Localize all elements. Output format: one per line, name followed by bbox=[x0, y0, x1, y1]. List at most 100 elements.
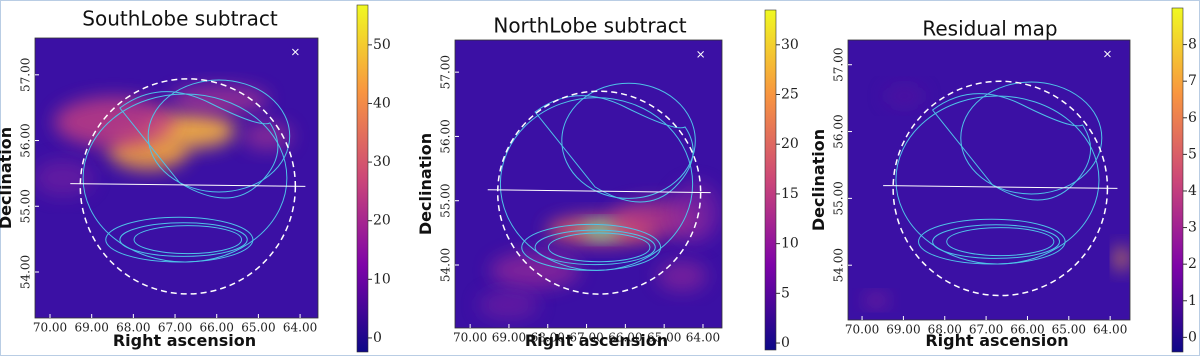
contour bbox=[960, 81, 1103, 195]
contour bbox=[534, 95, 694, 203]
x-tick-label: 69.00 bbox=[886, 323, 920, 337]
x-tick-label: 67.00 bbox=[569, 331, 603, 345]
emission-blob bbox=[1115, 246, 1128, 271]
plot-border bbox=[847, 39, 1131, 321]
x-tick-label: 66.00 bbox=[608, 331, 642, 345]
marker-cross bbox=[292, 48, 299, 56]
y-axis-label: Declination bbox=[0, 127, 15, 229]
colorbar-tick-label: 30 bbox=[781, 37, 799, 53]
x-tick-label: 65.00 bbox=[647, 331, 681, 345]
plot-border bbox=[34, 37, 319, 319]
emission-blob bbox=[35, 160, 94, 196]
colorbar-tick-label: 1 bbox=[1188, 293, 1197, 309]
y-tick-label: 57.00 bbox=[19, 58, 33, 92]
x-axis-label: Right ascension bbox=[113, 331, 256, 350]
emission-blob bbox=[884, 86, 925, 106]
marker-cross bbox=[1104, 50, 1111, 58]
x-tick-label: 70.00 bbox=[453, 331, 487, 345]
colorbar-tick-label: 4 bbox=[1188, 183, 1197, 199]
emission-blob bbox=[656, 261, 707, 292]
contour bbox=[931, 93, 1092, 201]
colorbar bbox=[764, 9, 777, 351]
sky-map bbox=[455, 40, 722, 328]
emission-blob bbox=[54, 97, 175, 147]
y-tick-label: 55.00 bbox=[832, 181, 846, 215]
colorbar-tick-label: 30 bbox=[373, 154, 391, 170]
x-axis-label: Right ascension bbox=[525, 331, 668, 350]
colorbar-tick-label: 2 bbox=[1188, 256, 1197, 272]
contour bbox=[119, 222, 248, 257]
x-tick-label: 68.00 bbox=[531, 331, 565, 345]
x-axis-label: Right ascension bbox=[925, 331, 1068, 350]
colorbar-tick-label: 7 bbox=[1188, 73, 1197, 89]
colorbar bbox=[1171, 7, 1184, 353]
colorbar-tick-label: 0 bbox=[373, 330, 382, 346]
y-axis-label: Declination bbox=[809, 129, 828, 231]
contour bbox=[147, 79, 291, 193]
x-tick-label: 70.00 bbox=[845, 323, 879, 337]
emission-blob bbox=[864, 294, 889, 307]
colorbar-tick-label: 10 bbox=[373, 271, 391, 287]
y-tick-label: 54.00 bbox=[439, 248, 453, 282]
x-tick-label: 65.00 bbox=[241, 321, 275, 335]
colorbar-tick-label: 25 bbox=[781, 87, 799, 103]
colorbar-tick-label: 40 bbox=[373, 95, 391, 111]
x-tick-label: 69.00 bbox=[492, 331, 526, 345]
colorbar-tick-label: 3 bbox=[1188, 220, 1197, 236]
y-tick-label: 57.00 bbox=[832, 48, 846, 82]
x-tick-label: 64.00 bbox=[1093, 323, 1127, 337]
sky-map bbox=[848, 40, 1130, 320]
x-tick-label: 67.00 bbox=[158, 321, 192, 335]
divider-line bbox=[487, 189, 711, 194]
colorbar-tick-label: 10 bbox=[781, 236, 799, 252]
y-axis-label: Declination bbox=[416, 133, 435, 235]
colorbar-tick-label: 6 bbox=[1188, 110, 1197, 126]
contour bbox=[547, 232, 651, 263]
divider-line bbox=[70, 183, 306, 187]
y-tick-label: 57.00 bbox=[439, 55, 453, 89]
x-tick-label: 64.00 bbox=[686, 331, 720, 345]
plot-border bbox=[454, 39, 723, 329]
y-tick-label: 54.00 bbox=[19, 255, 33, 289]
chart-title: SouthLobe subtract bbox=[82, 7, 278, 31]
y-tick-label: 55.00 bbox=[439, 184, 453, 218]
x-tick-label: 67.00 bbox=[969, 323, 1003, 337]
colorbar-tick-label: 20 bbox=[373, 213, 391, 229]
y-tick-label: 55.00 bbox=[19, 189, 33, 223]
x-tick-label: 65.00 bbox=[1052, 323, 1086, 337]
y-tick-label: 56.00 bbox=[439, 119, 453, 153]
contour bbox=[119, 91, 279, 199]
emission-blob bbox=[670, 182, 721, 243]
chart-title: Residual map bbox=[922, 17, 1057, 41]
x-tick-label: 66.00 bbox=[1010, 323, 1044, 337]
chart-title: NorthLobe subtract bbox=[493, 14, 686, 38]
colorbar-tick-label: 0 bbox=[781, 335, 790, 351]
colorbar-tick-label: 8 bbox=[1188, 37, 1197, 53]
colorbar-tick-label: 5 bbox=[781, 285, 790, 301]
colorbar-tick-label: 15 bbox=[781, 186, 799, 202]
contour bbox=[946, 227, 1055, 257]
marker-cross bbox=[697, 51, 704, 58]
x-tick-label: 68.00 bbox=[116, 321, 150, 335]
emission-blob bbox=[478, 290, 539, 319]
emission-blob bbox=[242, 122, 293, 150]
colorbar-tick-label: 50 bbox=[373, 37, 391, 53]
divider-line bbox=[883, 185, 1118, 189]
contour bbox=[534, 229, 656, 266]
y-tick-label: 54.00 bbox=[832, 248, 846, 282]
x-tick-label: 64.00 bbox=[283, 321, 317, 335]
y-tick-label: 56.00 bbox=[19, 123, 33, 157]
contour bbox=[499, 97, 694, 271]
colorbar bbox=[356, 4, 369, 353]
contour bbox=[932, 224, 1060, 259]
emission-blob bbox=[168, 85, 269, 114]
sky-map bbox=[35, 38, 318, 318]
y-tick-label: 56.00 bbox=[832, 114, 846, 148]
colorbar-tick-label: 0 bbox=[1188, 329, 1197, 345]
contour bbox=[561, 82, 696, 199]
x-tick-label: 68.00 bbox=[928, 323, 962, 337]
emission-blob bbox=[490, 252, 581, 289]
colorbar-tick-label: 20 bbox=[781, 136, 799, 152]
contour bbox=[133, 225, 243, 255]
